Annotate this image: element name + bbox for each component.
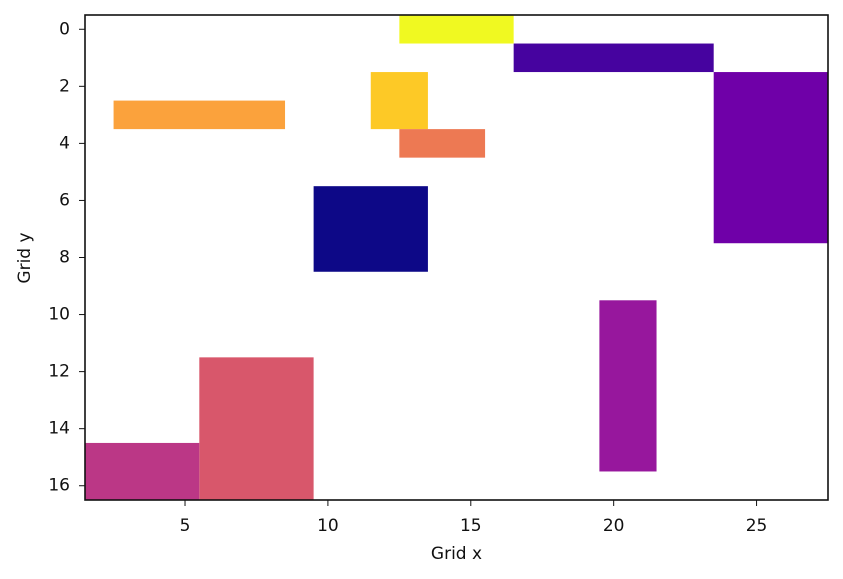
y-tick-label-3: 4 bbox=[59, 133, 70, 153]
x-ticks-layer: 5 10 15 20 25 bbox=[180, 500, 768, 536]
cells-layer bbox=[85, 15, 828, 500]
heatmap-cell-9 bbox=[199, 357, 314, 500]
heatmap-cell-1 bbox=[399, 15, 514, 44]
y-ticks-layer: 0 2 4 6 8 10 12 14 16 bbox=[48, 19, 85, 496]
x-tick-label-4: 20 bbox=[603, 516, 625, 536]
heatmap-cell-10 bbox=[85, 442, 200, 500]
y-tick-label-8: 14 bbox=[48, 419, 70, 439]
heatmap-cell-3 bbox=[713, 72, 828, 244]
x-tick-label-1: 5 bbox=[180, 516, 191, 536]
y-tick-label-6: 10 bbox=[48, 305, 70, 325]
x-tick-label-5: 25 bbox=[746, 516, 768, 536]
heatmap-cell-6 bbox=[399, 129, 486, 158]
heatmap-cell-7 bbox=[313, 186, 428, 272]
y-tick-label-2: 2 bbox=[59, 76, 70, 96]
heatmap-cell-2 bbox=[513, 43, 714, 73]
heatmap-cell-4 bbox=[370, 72, 428, 130]
y-tick-label-5: 8 bbox=[59, 248, 70, 268]
x-axis-label: Grid x bbox=[431, 544, 482, 564]
y-axis-label: Grid y bbox=[15, 232, 35, 283]
x-tick-label-2: 10 bbox=[317, 516, 339, 536]
x-tick-label-3: 15 bbox=[460, 516, 482, 536]
y-tick-label-4: 6 bbox=[59, 190, 70, 210]
y-tick-label-1: 0 bbox=[59, 19, 70, 39]
heatmap-cell-8 bbox=[599, 300, 657, 472]
heatmap-cell-5 bbox=[113, 100, 286, 130]
y-tick-label-7: 12 bbox=[48, 362, 70, 382]
y-tick-label-9: 16 bbox=[48, 476, 70, 496]
